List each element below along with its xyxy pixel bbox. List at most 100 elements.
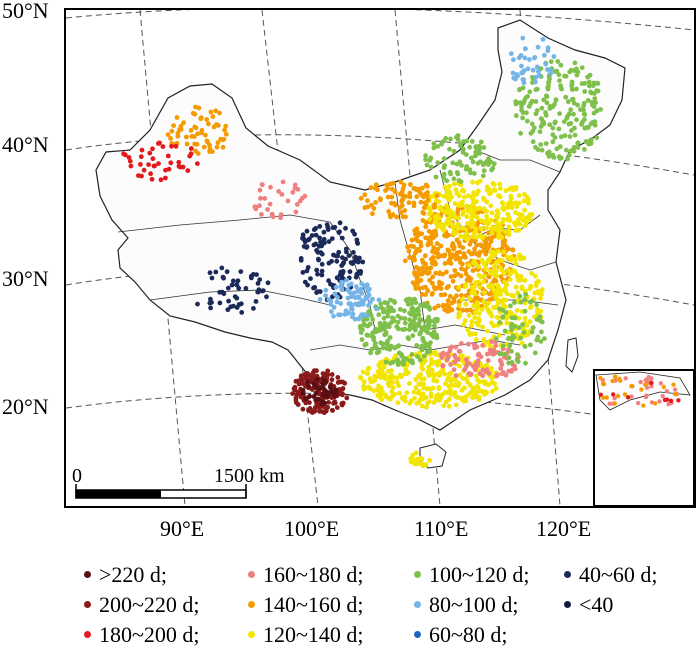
station-point bbox=[309, 233, 315, 238]
station-point bbox=[466, 249, 472, 255]
station-point bbox=[571, 111, 576, 117]
station-point bbox=[340, 392, 345, 398]
station-point bbox=[454, 224, 460, 230]
legend-dot-60-80 bbox=[414, 631, 421, 639]
station-point bbox=[351, 250, 356, 255]
station-point bbox=[285, 198, 291, 204]
station-point bbox=[361, 316, 367, 322]
station-point bbox=[489, 379, 495, 385]
station-point bbox=[408, 243, 414, 249]
station-point bbox=[388, 396, 393, 402]
station-point bbox=[475, 322, 481, 328]
inset-station-point bbox=[612, 401, 617, 406]
legend-dot-lt40 bbox=[564, 601, 571, 609]
station-point bbox=[419, 403, 425, 409]
station-point bbox=[513, 261, 519, 266]
station-point bbox=[313, 397, 319, 403]
station-point bbox=[437, 271, 442, 277]
station-point bbox=[422, 344, 428, 349]
station-point bbox=[436, 358, 442, 364]
station-point bbox=[562, 133, 568, 139]
station-point bbox=[538, 318, 544, 324]
station-point bbox=[428, 206, 433, 212]
station-point bbox=[255, 281, 261, 286]
station-point bbox=[475, 384, 481, 390]
station-point bbox=[415, 461, 421, 466]
station-point bbox=[414, 194, 420, 200]
station-point bbox=[462, 318, 468, 323]
station-point bbox=[492, 288, 497, 294]
station-point bbox=[447, 146, 452, 152]
station-point bbox=[571, 68, 577, 74]
inset-station-point bbox=[672, 387, 678, 392]
station-point bbox=[389, 194, 395, 200]
station-point bbox=[480, 235, 485, 241]
station-point bbox=[543, 141, 549, 147]
station-point bbox=[326, 390, 332, 396]
station-point bbox=[265, 207, 270, 212]
station-point bbox=[354, 240, 360, 246]
station-point bbox=[415, 280, 421, 286]
station-point bbox=[419, 347, 425, 353]
station-point bbox=[303, 396, 309, 402]
station-point bbox=[416, 381, 422, 387]
station-point bbox=[484, 187, 490, 193]
station-point bbox=[478, 139, 484, 145]
station-point bbox=[314, 290, 319, 295]
station-point bbox=[344, 249, 349, 255]
station-point bbox=[298, 256, 304, 261]
station-point bbox=[511, 75, 517, 81]
station-point bbox=[397, 307, 403, 312]
station-point bbox=[332, 291, 338, 297]
station-point bbox=[487, 347, 493, 353]
station-point bbox=[175, 133, 181, 139]
station-point bbox=[191, 134, 197, 139]
station-point bbox=[544, 100, 550, 106]
station-point bbox=[471, 303, 477, 309]
station-point bbox=[365, 371, 370, 376]
station-point bbox=[433, 198, 439, 204]
south-china-sea-inset bbox=[593, 369, 694, 506]
station-point bbox=[380, 341, 386, 347]
station-point bbox=[290, 189, 296, 195]
station-point bbox=[222, 127, 228, 133]
station-point bbox=[461, 254, 466, 260]
station-point bbox=[248, 273, 254, 279]
station-point bbox=[424, 265, 430, 271]
station-point bbox=[453, 373, 459, 378]
station-point bbox=[523, 292, 529, 297]
station-point bbox=[498, 186, 503, 191]
station-point bbox=[429, 194, 434, 199]
station-point bbox=[468, 372, 473, 378]
station-point bbox=[358, 286, 364, 292]
station-point bbox=[407, 255, 412, 260]
station-point bbox=[213, 108, 219, 114]
station-point bbox=[525, 66, 531, 72]
station-point bbox=[199, 127, 205, 133]
station-point bbox=[433, 230, 438, 236]
station-point bbox=[314, 267, 320, 273]
station-point bbox=[402, 258, 408, 264]
station-point bbox=[575, 145, 581, 151]
station-point bbox=[430, 274, 436, 280]
station-point bbox=[447, 293, 453, 299]
station-point bbox=[519, 104, 524, 109]
station-point bbox=[494, 315, 500, 320]
station-point bbox=[398, 372, 403, 378]
station-point bbox=[319, 268, 325, 274]
station-point bbox=[449, 194, 454, 200]
station-point bbox=[355, 259, 361, 265]
station-point bbox=[457, 312, 463, 318]
station-point bbox=[481, 161, 487, 167]
station-point bbox=[455, 133, 461, 138]
station-point bbox=[127, 158, 133, 164]
station-point bbox=[582, 89, 588, 94]
station-point bbox=[519, 340, 525, 346]
station-point bbox=[494, 297, 500, 302]
station-point bbox=[324, 373, 330, 379]
station-point bbox=[395, 400, 401, 406]
station-point bbox=[435, 144, 440, 149]
station-point bbox=[484, 199, 490, 205]
station-point bbox=[512, 300, 517, 305]
station-point bbox=[432, 377, 437, 383]
